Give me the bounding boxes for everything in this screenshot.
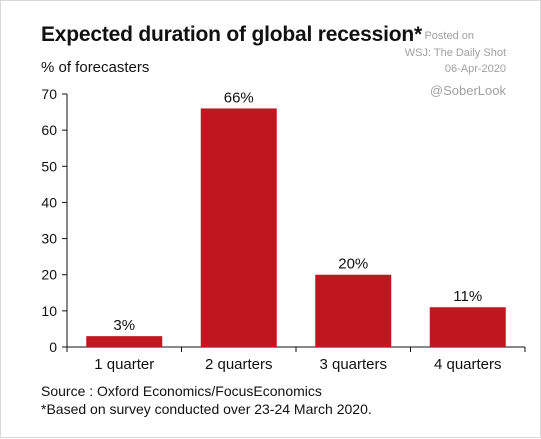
bar bbox=[86, 336, 163, 347]
y-tick-label: 30 bbox=[41, 231, 57, 247]
y-tick-label: 0 bbox=[49, 339, 57, 355]
data-label: 20% bbox=[338, 256, 368, 273]
bar bbox=[429, 307, 506, 347]
chart-title-text: Expected duration of global recession bbox=[41, 23, 415, 46]
y-axis-label: % of forecasters bbox=[41, 59, 150, 76]
watermark-date: 06-Apr-2020 bbox=[444, 63, 506, 75]
chart-title: Expected duration of global recession* bbox=[41, 23, 422, 47]
x-category-label: 4 quarters bbox=[434, 356, 502, 373]
source-note: Source : Oxford Economics/FocusEconomics bbox=[41, 383, 322, 399]
x-category-label: 1 quarter bbox=[94, 356, 154, 373]
y-tick-label: 60 bbox=[41, 122, 57, 138]
data-label: 11% bbox=[453, 288, 482, 305]
footnote: *Based on survey conducted over 23-24 Ma… bbox=[41, 401, 372, 417]
title-footnote-marker: * bbox=[414, 23, 422, 46]
y-tick-label: 50 bbox=[41, 158, 57, 174]
x-category-label: 2 quarters bbox=[205, 356, 273, 373]
y-tick-label: 10 bbox=[41, 303, 57, 319]
x-category-label: 3 quarters bbox=[319, 356, 387, 373]
watermark-handle: @SoberLook bbox=[429, 83, 506, 98]
watermark-source: WSJ: The Daily Shot bbox=[404, 47, 506, 59]
y-tick-label: 70 bbox=[41, 86, 57, 102]
data-label: 3% bbox=[113, 317, 135, 334]
bar bbox=[200, 108, 277, 347]
watermark-posted-on: Posted on bbox=[424, 30, 474, 42]
y-tick-label: 40 bbox=[41, 194, 57, 210]
y-tick-label: 20 bbox=[41, 267, 57, 283]
bar bbox=[315, 274, 392, 347]
data-label: 66% bbox=[224, 89, 254, 106]
